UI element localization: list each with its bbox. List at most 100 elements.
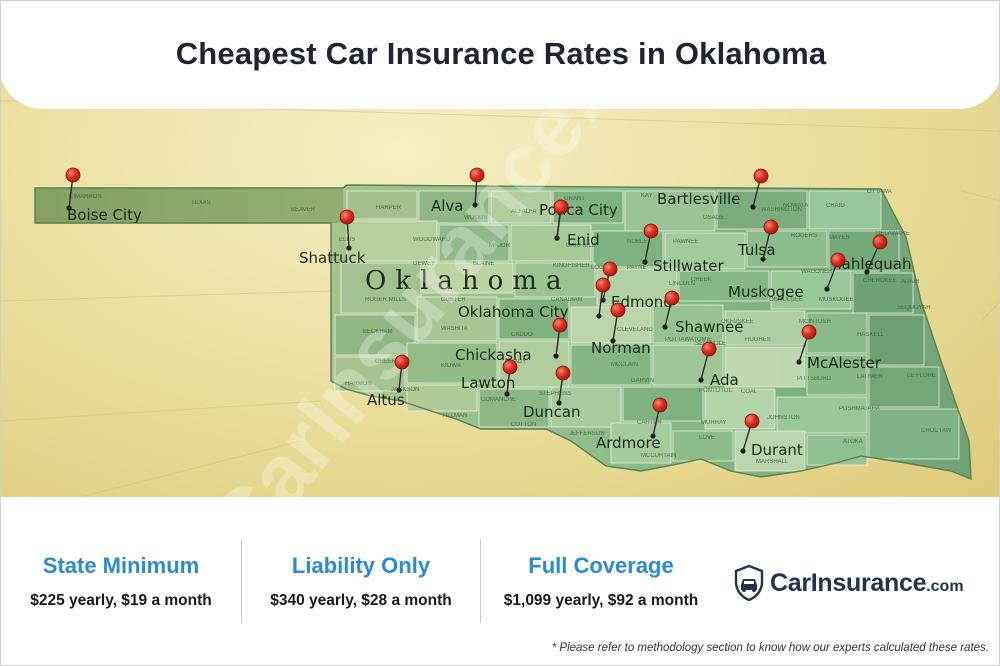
city-label: McAlester (807, 354, 882, 372)
county-label: BEAVER (291, 207, 316, 213)
county-label: ATOKA (843, 439, 863, 445)
state-border (34, 184, 972, 481)
county-label: CHEROKEE (863, 278, 897, 284)
county-label: BECKHAM (363, 329, 393, 335)
city-marker: Stillwater (642, 223, 724, 275)
county-label: GARFIELD (566, 243, 597, 249)
county-label: CUSTER (441, 297, 466, 303)
pin-head-icon (555, 365, 571, 381)
county-label: ROGER MILLS (365, 297, 406, 303)
divider (480, 539, 481, 623)
city-label: Ardmore (596, 434, 661, 452)
county-label: CRAIG (826, 203, 845, 209)
county-label: COTTON (511, 422, 536, 428)
county-label: CANADIAN (551, 297, 582, 303)
stat-value: $340 yearly, $28 a month (270, 592, 452, 609)
county-patches (334, 190, 960, 472)
county-label: CADDO (511, 332, 533, 338)
city-marker: Chickasha (455, 317, 568, 364)
shield-car-icon (734, 565, 764, 601)
city-marker: Boise City (65, 167, 142, 224)
city-marker: Ardmore (596, 397, 668, 452)
county-label: OSAGE (703, 215, 724, 221)
stat-title: State Minimum (42, 553, 200, 578)
county-label: LINCOLN (669, 281, 695, 287)
county-label: KAY (641, 193, 653, 199)
pin-head-icon (664, 290, 680, 306)
county-label: ADAIR (901, 279, 920, 285)
stat-liability-only: Liability Only $340 yearly, $28 a month (242, 553, 480, 610)
city-label: Bartlesville (657, 190, 740, 208)
county-label: PITTSBURG (797, 376, 832, 382)
title-banner: Cheapest Car Insurance Rates in Oklahoma (1, 1, 999, 109)
county-label: ROGERS (791, 233, 817, 239)
city-label: Muskogee (728, 283, 804, 301)
city-label: Ponca City (539, 201, 618, 219)
pin-head-icon (502, 359, 518, 375)
stat-state-minimum: State Minimum $225 yearly, $19 a month (1, 553, 241, 610)
pin-head-icon (652, 397, 668, 413)
county-label: CLEVELAND (617, 327, 653, 333)
logo-brand-text: CarInsurance (770, 568, 927, 597)
county-label: ALFALFA (511, 209, 536, 215)
county-label: NOWATA (783, 203, 808, 209)
city-pins: Boise City Alva Ponca City Bartlesville Shat… (65, 167, 912, 459)
pin-head-icon (469, 167, 485, 183)
county-label: MAJOR (489, 243, 511, 249)
page-title: Cheapest Car Insurance Rates in Oklahoma (175, 36, 827, 71)
county-label: MURRAY (701, 420, 727, 426)
city-label: Enid (567, 231, 600, 249)
county-label: OTTAWA (867, 189, 892, 195)
county-label: GREER (375, 359, 397, 365)
county-label: MAYES (829, 235, 850, 241)
city-marker: Norman (591, 302, 651, 357)
county-label: WASHINGTON (761, 207, 802, 213)
city-marker: Ada (698, 341, 739, 389)
brand-logo[interactable]: CarInsurance .com (734, 563, 964, 603)
county-label: CHOCTAW (921, 428, 952, 434)
county-label: HASKELL (857, 332, 885, 338)
city-marker: Durant (740, 413, 803, 459)
city-label: Shawnee (675, 318, 743, 336)
pin-head-icon (801, 324, 817, 340)
city-label: Oklahoma City (458, 303, 569, 321)
pin-head-icon (339, 209, 355, 225)
county-label: LOGAN (591, 265, 612, 271)
city-label: Boise City (67, 206, 142, 224)
county-label: MCINTOSH (799, 319, 831, 325)
city-label: Altus (367, 391, 405, 409)
stat-value: $1,099 yearly, $92 a month (503, 592, 699, 609)
county-label: CARTER (637, 420, 662, 426)
county-label: LE FLORE (907, 373, 936, 379)
city-label: Lawton (461, 374, 515, 392)
county-label: CIMARRON (69, 194, 102, 200)
city-label: Tahlequah (834, 255, 912, 273)
pin-head-icon (602, 261, 618, 277)
county-label: WASHITA (441, 326, 468, 332)
county-label: HARPER (376, 205, 402, 211)
logo-suffix-text: .com (926, 577, 964, 595)
stat-full-coverage: Full Coverage $1,099 yearly, $92 a month (481, 553, 721, 610)
county-label: LOVE (699, 435, 715, 441)
pin-head-icon (595, 277, 611, 293)
county-label: DEWEY (413, 261, 435, 267)
county-label: PAWNEE (673, 239, 698, 245)
county-label: NOBLE (627, 239, 647, 245)
county-label: KINGFISHER (553, 263, 590, 269)
city-marker: Tulsa (737, 219, 779, 262)
pin-head-icon (872, 234, 888, 250)
county-label: POTTAWATOMIE (665, 337, 712, 343)
county-labels: CIMARRON TEXAS BEAVER HARPER WOODS ALFALFA GRA… (69, 189, 952, 465)
panhandle-region (35, 188, 343, 223)
county-label: GARVIN (631, 378, 654, 384)
county-label: MUSKOGEE (819, 297, 854, 303)
pin-head-icon (763, 219, 779, 235)
county-label: OKFUSKEE (721, 319, 754, 325)
pin-head-icon (643, 223, 659, 239)
county-label: GRADY (505, 359, 526, 365)
city-marker: Oklahoma City (458, 277, 611, 321)
city-marker: Enid (553, 199, 600, 249)
county-label: BLAINE (473, 261, 494, 267)
county-label: MARSHALL (756, 459, 789, 465)
